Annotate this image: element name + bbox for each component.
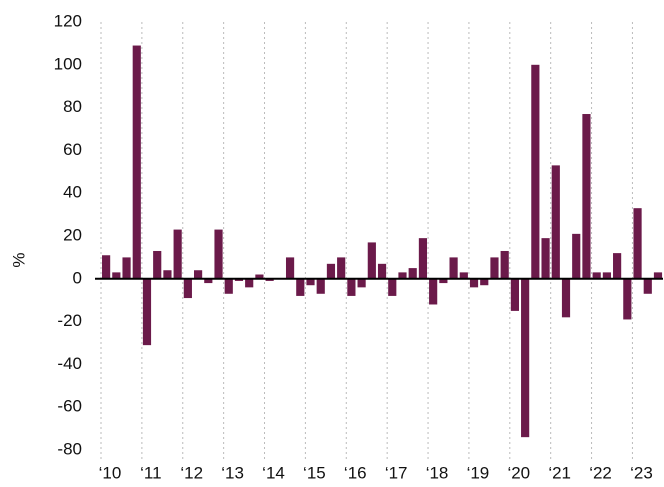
- x-tick-label: ‘18: [426, 463, 449, 482]
- bar: [102, 255, 111, 279]
- bar: [633, 208, 642, 279]
- x-tick-label: ‘12: [180, 463, 203, 482]
- bar: [490, 257, 499, 279]
- bar: [439, 278, 448, 284]
- y-tick-label: 80: [63, 97, 82, 116]
- bar: [183, 278, 192, 299]
- y-tick-label: -20: [57, 311, 82, 330]
- y-tick-label: 120: [54, 11, 82, 30]
- y-tick-label: -60: [57, 397, 82, 416]
- bar: [388, 278, 397, 296]
- bar: [531, 64, 540, 279]
- bar: [163, 270, 172, 279]
- bar: [592, 272, 601, 279]
- x-tick-label: ‘17: [385, 463, 408, 482]
- bar: [347, 278, 356, 296]
- bar: [316, 278, 325, 294]
- y-tick-label: 100: [54, 54, 82, 73]
- y-tick-label: 60: [63, 140, 82, 159]
- bar: [613, 253, 622, 279]
- bar: [306, 278, 315, 286]
- bar: [541, 238, 550, 279]
- y-tick-label: 20: [63, 225, 82, 244]
- bar: [122, 257, 131, 279]
- x-tick-label: ‘22: [589, 463, 612, 482]
- bar: [449, 257, 458, 279]
- x-tick-label: ‘21: [548, 463, 571, 482]
- bar: [602, 272, 611, 279]
- bar: [480, 278, 489, 286]
- bar: [643, 278, 652, 294]
- x-tick-label: ‘20: [507, 463, 530, 482]
- bar: [653, 272, 663, 279]
- bar: [285, 257, 295, 279]
- bar: [234, 278, 244, 281]
- x-tick-label: ‘10: [99, 463, 122, 482]
- bar: [510, 278, 519, 311]
- bar: [194, 270, 203, 279]
- x-tick-label: ‘23: [630, 463, 653, 482]
- y-tick-label: -40: [57, 354, 82, 373]
- bar: [357, 278, 366, 288]
- y-axis-label: %: [9, 252, 28, 267]
- y-tick-label: -80: [57, 439, 82, 458]
- x-tick-label: ‘14: [262, 463, 285, 482]
- bar: [551, 165, 560, 279]
- bar: [224, 278, 233, 294]
- bar: [429, 278, 438, 305]
- bar: [326, 263, 336, 279]
- bar: [459, 272, 468, 279]
- bar: [367, 242, 376, 279]
- x-tick-label: ‘16: [344, 463, 367, 482]
- bar: [572, 233, 581, 279]
- bar: [469, 278, 479, 288]
- bar: [561, 278, 571, 318]
- bar: [265, 278, 274, 281]
- bar: [255, 274, 264, 279]
- bar: [377, 263, 387, 279]
- bar: [500, 250, 509, 279]
- bar: [337, 257, 346, 279]
- y-tick-label: 40: [63, 183, 82, 202]
- bar: [245, 278, 254, 288]
- bar: [623, 278, 632, 320]
- bar: [214, 229, 223, 279]
- bar: [582, 114, 591, 279]
- bar: [142, 278, 152, 346]
- bar: [398, 272, 407, 279]
- x-tick-label: ‘13: [221, 463, 244, 482]
- x-tick-label: ‘19: [467, 463, 490, 482]
- bar: [521, 278, 530, 438]
- bar: [153, 250, 162, 279]
- bar: [132, 45, 141, 279]
- x-tick-label: ‘15: [303, 463, 326, 482]
- bar: [204, 278, 213, 284]
- bar: [408, 268, 417, 279]
- bar: [418, 238, 428, 279]
- bar: [173, 229, 182, 279]
- x-tick-label: ‘11: [140, 463, 161, 482]
- y-tick-label: 0: [73, 268, 82, 287]
- bar: [296, 278, 305, 296]
- bar: [112, 272, 121, 279]
